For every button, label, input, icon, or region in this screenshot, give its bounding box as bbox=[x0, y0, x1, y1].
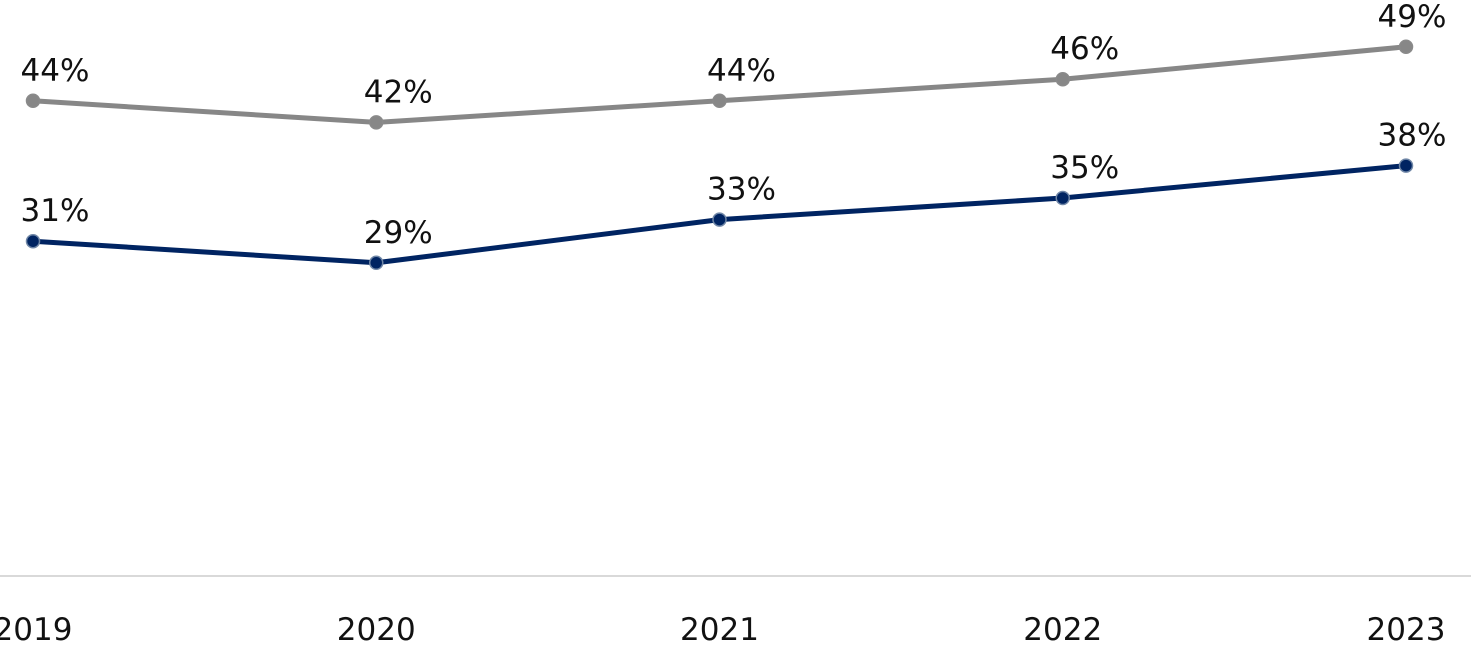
data-label: 38% bbox=[1378, 118, 1447, 154]
data-point bbox=[369, 115, 384, 130]
x-tick-labels: 2019 2020 2021 2022 2023 bbox=[0, 612, 1445, 645]
data-point bbox=[1398, 158, 1414, 173]
data-label: 33% bbox=[707, 172, 776, 208]
data-point bbox=[1055, 190, 1070, 206]
x-tick-label: 2022 bbox=[1023, 612, 1102, 645]
data-point bbox=[1398, 39, 1414, 55]
label-layer: 44% 42% 44% 46% 49% 31% 29% 33% 35% 38% bbox=[21, 0, 1447, 251]
data-label: 29% bbox=[364, 215, 433, 251]
data-label: 46% bbox=[1050, 31, 1119, 67]
x-tick-label: 2023 bbox=[1367, 612, 1446, 645]
data-label: 31% bbox=[21, 193, 90, 229]
data-label: 42% bbox=[364, 74, 433, 110]
data-label: 35% bbox=[1050, 150, 1119, 186]
data-point bbox=[25, 93, 41, 109]
data-point bbox=[369, 255, 384, 271]
x-tick-label: 2019 bbox=[0, 612, 72, 645]
data-label: 44% bbox=[707, 53, 776, 89]
data-point bbox=[712, 212, 727, 227]
x-tick-label: 2020 bbox=[337, 612, 416, 645]
data-point bbox=[1055, 71, 1070, 87]
data-label: 49% bbox=[1378, 0, 1447, 35]
data-label: 44% bbox=[21, 53, 90, 89]
data-point bbox=[25, 233, 41, 249]
data-point bbox=[712, 93, 727, 109]
series-layer bbox=[25, 39, 1414, 271]
x-tick-label: 2021 bbox=[680, 612, 759, 645]
